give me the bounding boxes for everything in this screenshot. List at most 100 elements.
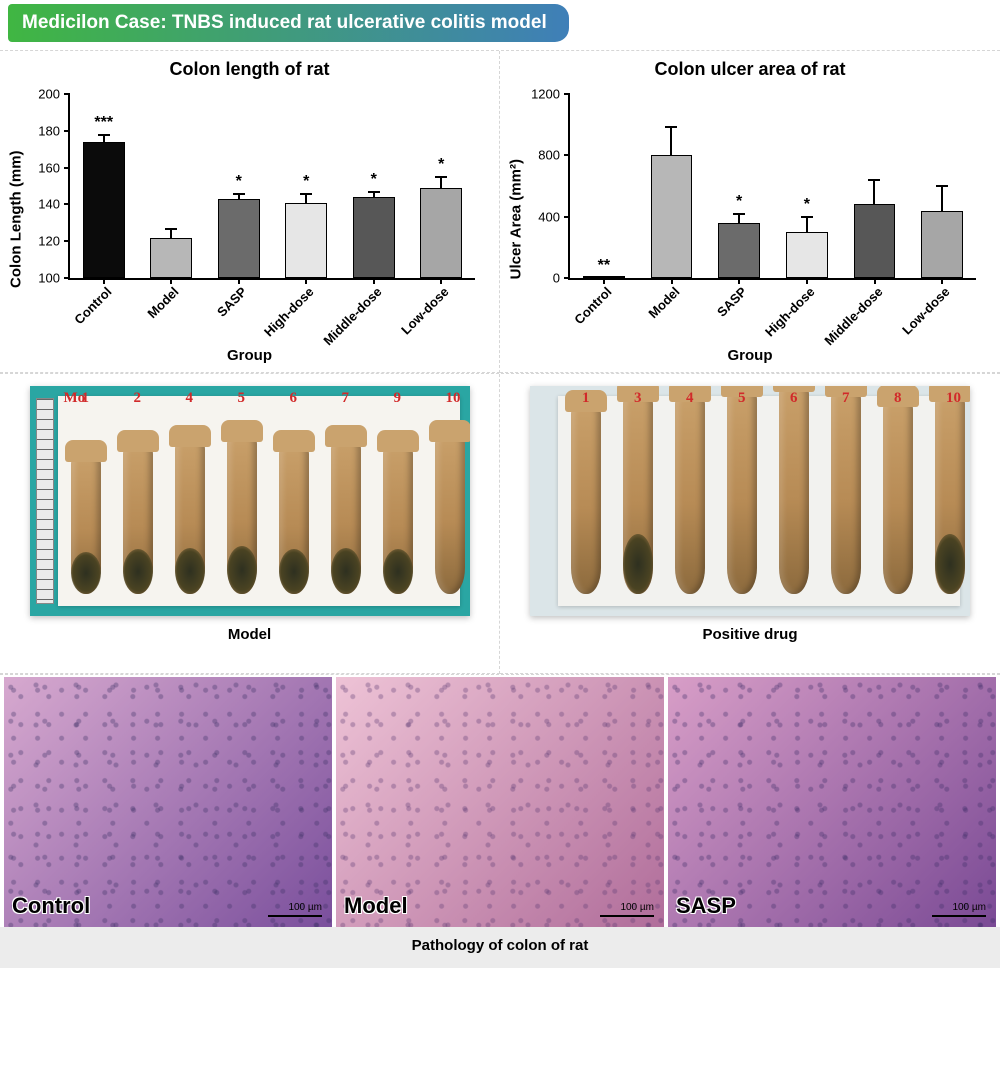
xtick-label: Model	[145, 284, 182, 321]
xtick-label: SASP	[714, 284, 750, 320]
ytick-label: 200	[38, 87, 60, 102]
ytick-label: 140	[38, 197, 60, 212]
significance-marker: *	[736, 193, 742, 211]
scalebar-text: 100 µm	[288, 902, 322, 913]
specimen-number-label: 7	[342, 390, 350, 407]
colon-specimen	[123, 444, 153, 594]
specimen-number-label: 4	[686, 390, 694, 407]
bar: *	[718, 223, 760, 278]
scalebar-text: 100 µm	[620, 902, 654, 913]
pathology-row: Control 100 µm Model 100 µm SASP 100 µm	[0, 674, 1000, 927]
specimen-number-label: 10	[446, 390, 461, 407]
specimen-number-label: 9	[394, 390, 402, 407]
specimen-number-label: 2	[134, 390, 142, 407]
xtick-label: Low-dose	[398, 284, 452, 338]
colon-specimen	[727, 389, 757, 594]
chart-left-plot: 100120140160180200***ControlModel*SASP*H…	[68, 94, 475, 280]
significance-marker: *	[438, 156, 444, 174]
chart-right-ylabel: Ulcer Area (mm²)	[508, 159, 525, 279]
scalebar: 100 µm	[600, 902, 654, 917]
significance-marker: ***	[94, 114, 113, 132]
colon-specimen	[331, 439, 361, 594]
significance-marker: *	[236, 173, 242, 191]
xtick-label: High-dose	[762, 284, 818, 340]
photo-model-caption: Model	[228, 626, 271, 643]
colon-specimen	[779, 386, 809, 594]
colon-specimen	[623, 394, 653, 594]
ytick-label: 120	[38, 234, 60, 249]
pathology-label: SASP	[676, 893, 736, 919]
xtick-label: Model	[645, 284, 682, 321]
ytick-label: 800	[538, 148, 560, 163]
photo-positive-caption: Positive drug	[702, 626, 797, 643]
specimen-number-label: 5	[738, 390, 746, 407]
pathology-label: Control	[12, 893, 90, 919]
significance-marker: **	[598, 257, 610, 275]
colon-specimen	[435, 434, 465, 594]
colon-specimen	[71, 454, 101, 594]
significance-marker: *	[804, 196, 810, 214]
chart-left-ylabel: Colon Length (mm)	[8, 150, 25, 287]
case-banner: Medicilon Case: TNBS induced rat ulcerat…	[8, 4, 569, 42]
ytick-label: 0	[553, 271, 560, 286]
bar: *	[420, 188, 462, 278]
photos-row: Mo124567910 Model 134567810 Positive dru…	[0, 373, 1000, 674]
chart-right-xlabel: Group	[510, 347, 990, 364]
chart-right-plot: 04008001200**ControlModel*SASP*High-dose…	[568, 94, 976, 280]
pathology-caption: Pathology of colon of rat	[0, 927, 1000, 968]
scalebar: 100 µm	[268, 902, 322, 917]
colon-specimen	[227, 434, 257, 594]
colon-specimen	[935, 394, 965, 594]
bar	[921, 211, 963, 278]
xtick-label: Control	[71, 284, 114, 327]
photo-model-cell: Mo124567910 Model	[0, 374, 500, 674]
colon-specimen	[883, 399, 913, 594]
significance-marker: *	[303, 173, 309, 191]
colon-specimen	[675, 394, 705, 594]
pathology-label: Model	[344, 893, 408, 919]
bar: *	[353, 197, 395, 278]
xtick-label: Low-dose	[899, 284, 953, 338]
colon-specimen	[279, 444, 309, 594]
significance-marker: *	[371, 171, 377, 189]
bar	[150, 238, 192, 278]
chart-colon-length-cell: Colon length of rat Colon Length (mm) 10…	[0, 51, 500, 373]
chart-left: Colon Length (mm) 100120140160180200***C…	[10, 86, 489, 366]
chart-right: Ulcer Area (mm²) 04008001200**ControlMod…	[510, 86, 990, 366]
pathology-panel: Model 100 µm	[336, 677, 664, 927]
ytick-label: 400	[538, 209, 560, 224]
pathology-panel: Control 100 µm	[4, 677, 332, 927]
colon-specimen	[383, 444, 413, 594]
xtick-label: Middle-dose	[821, 284, 885, 348]
xtick-label: Control	[571, 284, 614, 327]
specimen-number-label: 1	[82, 390, 90, 407]
specimen-number-label: 7	[842, 390, 850, 407]
specimen-number-label: 6	[290, 390, 298, 407]
photo-model: Mo124567910	[30, 386, 470, 616]
specimen-number-label: 3	[634, 390, 642, 407]
specimen-number-label: 1	[582, 390, 590, 407]
xtick-label: Middle-dose	[320, 284, 384, 348]
xtick-label: SASP	[214, 284, 250, 320]
specimen-number-label: 5	[238, 390, 246, 407]
specimen-number-label: 4	[186, 390, 194, 407]
scalebar-text: 100 µm	[952, 902, 986, 913]
bar: ***	[83, 142, 125, 278]
chart-ulcer-area-cell: Colon ulcer area of rat Ulcer Area (mm²)…	[500, 51, 1000, 373]
chart-right-title: Colon ulcer area of rat	[510, 59, 990, 80]
ytick-label: 1200	[531, 87, 560, 102]
bar: *	[285, 203, 327, 278]
ytick-label: 180	[38, 123, 60, 138]
ruler	[36, 398, 54, 604]
bar	[854, 204, 896, 278]
photo-positive-drug: 134567810	[530, 386, 970, 616]
scalebar: 100 µm	[932, 902, 986, 917]
colon-specimen	[571, 404, 601, 594]
photo-positive-cell: 134567810 Positive drug	[500, 374, 1000, 674]
ytick-label: 100	[38, 271, 60, 286]
colon-specimen	[175, 439, 205, 594]
bar: *	[218, 199, 260, 278]
chart-left-title: Colon length of rat	[10, 59, 489, 80]
specimen-number-label: 8	[894, 390, 902, 407]
ytick-label: 160	[38, 160, 60, 175]
